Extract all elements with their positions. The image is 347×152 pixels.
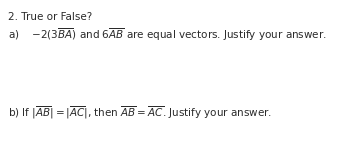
Text: 2. True or False?: 2. True or False? [8,12,92,22]
Text: a)    $-2(3\overline{BA})$ and $6\overline{AB}$ are equal vectors. Justify your : a) $-2(3\overline{BA})$ and $6\overline{… [8,26,327,43]
Text: b) If $|\overline{AB}| = |\overline{AC}|$, then $\overline{AB} = \overline{AC}$.: b) If $|\overline{AB}| = |\overline{AC}|… [8,104,272,121]
